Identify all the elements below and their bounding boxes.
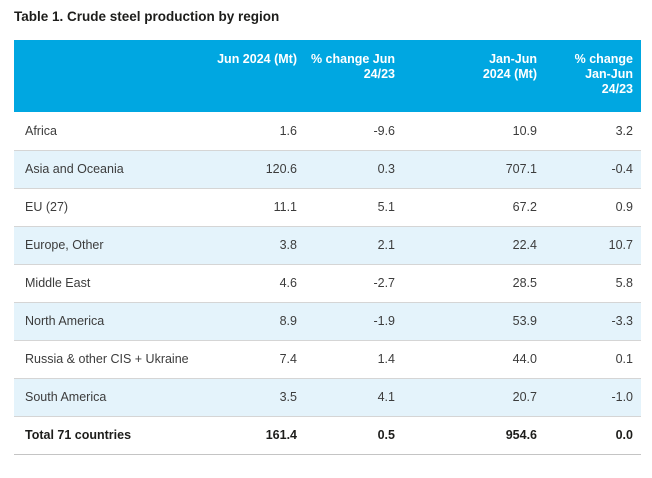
- header-line: % change: [574, 52, 633, 66]
- value-cell: -0.4: [545, 149, 641, 188]
- value-cell: 120.6: [204, 149, 305, 188]
- value-cell: 4.6: [204, 263, 305, 302]
- value-cell: 0.0: [545, 415, 641, 455]
- header-line: Jan-Jun: [489, 52, 537, 66]
- value-cell: -1.0: [545, 377, 641, 416]
- header-line: Jun 2024 (Mt): [217, 52, 297, 66]
- page: Table 1. Crude steel production by regio…: [0, 9, 652, 455]
- header-line: 2024 (Mt): [482, 67, 537, 81]
- value-cell: 0.5: [305, 415, 403, 455]
- value-cell: 161.4: [204, 415, 305, 455]
- value-cell: 3.8: [204, 225, 305, 264]
- table-body: Africa 1.6 -9.6 10.9 3.2 Asia and Oceani…: [14, 112, 641, 455]
- value-cell: 28.5: [403, 263, 545, 302]
- table-header: Jun 2024 (Mt) % change Jun 24/23 Jan-Jun…: [14, 40, 641, 112]
- value-cell: -1.9: [305, 301, 403, 340]
- region-cell: Africa: [14, 112, 204, 150]
- value-cell: 1.4: [305, 339, 403, 378]
- region-cell: Russia & other CIS + Ukraine: [14, 339, 204, 378]
- region-cell: Total 71 countries: [14, 415, 204, 455]
- value-cell: 1.6: [204, 112, 305, 150]
- value-cell: 67.2: [403, 187, 545, 226]
- table-row-north-america: North America 8.9 -1.9 53.9 -3.3: [14, 301, 641, 340]
- value-cell: 0.3: [305, 149, 403, 188]
- region-cell: EU (27): [14, 187, 204, 226]
- table-row-south-america: South America 3.5 4.1 20.7 -1.0: [14, 377, 641, 416]
- value-cell: 10.9: [403, 112, 545, 150]
- table-row-middle-east: Middle East 4.6 -2.7 28.5 5.8: [14, 263, 641, 302]
- value-cell: 22.4: [403, 225, 545, 264]
- value-cell: 2.1: [305, 225, 403, 264]
- crude-steel-production-table: Jun 2024 (Mt) % change Jun 24/23 Jan-Jun…: [14, 40, 641, 455]
- value-cell: 707.1: [403, 149, 545, 188]
- region-cell: Europe, Other: [14, 225, 204, 264]
- table-row-europe-other: Europe, Other 3.8 2.1 22.4 10.7: [14, 225, 641, 264]
- header-jan-jun-2024-mt: Jan-Jun 2024 (Mt): [403, 40, 545, 112]
- header-line: 24/23: [601, 82, 633, 96]
- value-cell: 11.1: [204, 187, 305, 226]
- header-line: 24/23: [363, 67, 395, 81]
- header-jun-2024-mt: Jun 2024 (Mt): [204, 40, 305, 112]
- region-cell: North America: [14, 301, 204, 340]
- header-line: Jan-Jun: [585, 67, 633, 81]
- value-cell: 7.4: [204, 339, 305, 378]
- header-row: Jun 2024 (Mt) % change Jun 24/23 Jan-Jun…: [14, 40, 641, 112]
- header-region: [14, 40, 204, 112]
- value-cell: -2.7: [305, 263, 403, 302]
- region-cell: Asia and Oceania: [14, 149, 204, 188]
- table-row-total-71-countries: Total 71 countries 161.4 0.5 954.6 0.0: [14, 415, 641, 455]
- value-cell: 3.5: [204, 377, 305, 416]
- table-row-eu-27: EU (27) 11.1 5.1 67.2 0.9: [14, 187, 641, 226]
- value-cell: 3.2: [545, 112, 641, 150]
- value-cell: 5.1: [305, 187, 403, 226]
- value-cell: 4.1: [305, 377, 403, 416]
- value-cell: 44.0: [403, 339, 545, 378]
- header-pct-change-jun: % change Jun 24/23: [305, 40, 403, 112]
- header-pct-change-jan-jun: % change Jan-Jun 24/23: [545, 40, 641, 112]
- value-cell: -9.6: [305, 112, 403, 150]
- region-cell: South America: [14, 377, 204, 416]
- value-cell: 954.6: [403, 415, 545, 455]
- value-cell: 0.9: [545, 187, 641, 226]
- value-cell: 10.7: [545, 225, 641, 264]
- region-cell: Middle East: [14, 263, 204, 302]
- table-row-asia-and-oceania: Asia and Oceania 120.6 0.3 707.1 -0.4: [14, 149, 641, 188]
- value-cell: 5.8: [545, 263, 641, 302]
- value-cell: -3.3: [545, 301, 641, 340]
- value-cell: 0.1: [545, 339, 641, 378]
- header-line: % change Jun: [310, 52, 395, 66]
- table-row-russia-cis-ukraine: Russia & other CIS + Ukraine 7.4 1.4 44.…: [14, 339, 641, 378]
- table-row-africa: Africa 1.6 -9.6 10.9 3.2: [14, 112, 641, 150]
- value-cell: 20.7: [403, 377, 545, 416]
- table-title: Table 1. Crude steel production by regio…: [14, 9, 280, 24]
- value-cell: 8.9: [204, 301, 305, 340]
- value-cell: 53.9: [403, 301, 545, 340]
